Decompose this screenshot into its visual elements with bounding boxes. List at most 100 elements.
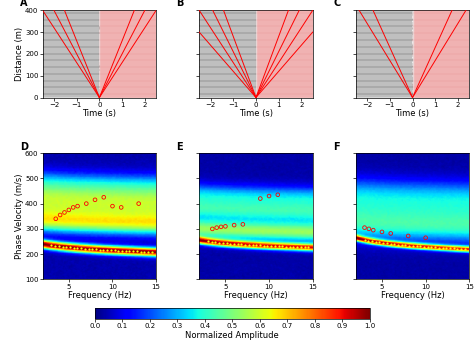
Point bbox=[122, 248, 129, 254]
Point bbox=[82, 201, 90, 206]
Point bbox=[404, 233, 412, 239]
Point bbox=[209, 226, 216, 231]
Point bbox=[428, 245, 435, 250]
Point bbox=[77, 246, 85, 251]
Text: C: C bbox=[333, 0, 340, 8]
Point bbox=[275, 244, 283, 249]
Text: B: B bbox=[176, 0, 184, 8]
Point bbox=[217, 224, 225, 230]
Point bbox=[290, 244, 297, 249]
Point bbox=[239, 221, 246, 227]
Point bbox=[234, 241, 241, 247]
Point bbox=[118, 205, 125, 210]
X-axis label: Normalized Amplitude: Normalized Amplitude bbox=[185, 331, 279, 340]
Point bbox=[211, 239, 219, 245]
Point bbox=[245, 242, 253, 248]
Point bbox=[286, 244, 293, 249]
Point bbox=[52, 216, 60, 221]
Point bbox=[100, 247, 107, 253]
X-axis label: Time (s): Time (s) bbox=[82, 109, 117, 118]
Point bbox=[213, 225, 220, 230]
Y-axis label: Distance (m): Distance (m) bbox=[15, 27, 24, 81]
Point bbox=[115, 248, 122, 253]
Point bbox=[431, 245, 439, 250]
Point bbox=[215, 240, 223, 245]
Point bbox=[118, 248, 126, 254]
Point bbox=[126, 248, 133, 254]
Point bbox=[63, 244, 70, 250]
Point bbox=[144, 249, 152, 255]
Point bbox=[365, 238, 372, 243]
Bar bbox=[199, 10, 256, 98]
Point bbox=[391, 241, 398, 247]
Point bbox=[267, 243, 275, 249]
Point bbox=[47, 243, 55, 248]
Point bbox=[73, 245, 81, 251]
Point bbox=[222, 224, 229, 229]
Point bbox=[208, 239, 216, 245]
Point bbox=[461, 246, 469, 252]
Point bbox=[279, 244, 286, 249]
Point bbox=[387, 241, 394, 247]
Point bbox=[413, 243, 420, 249]
Point bbox=[361, 225, 368, 230]
Bar bbox=[43, 10, 100, 98]
Point bbox=[148, 249, 155, 255]
Point bbox=[401, 243, 409, 248]
Point bbox=[256, 243, 264, 248]
Point bbox=[253, 243, 260, 248]
Point bbox=[137, 249, 145, 254]
Point bbox=[398, 242, 405, 248]
Point bbox=[378, 229, 386, 235]
Point bbox=[66, 245, 74, 250]
Point bbox=[140, 249, 148, 254]
Point bbox=[301, 245, 309, 250]
Point bbox=[92, 247, 100, 252]
Point bbox=[74, 204, 82, 209]
Point bbox=[61, 210, 68, 215]
Text: E: E bbox=[176, 142, 183, 152]
X-axis label: Frequency (Hz): Frequency (Hz) bbox=[224, 291, 288, 300]
Bar bbox=[356, 10, 412, 98]
Point bbox=[369, 227, 377, 233]
Point bbox=[457, 246, 465, 252]
Point bbox=[282, 244, 290, 249]
Point bbox=[361, 237, 368, 243]
Point bbox=[439, 245, 447, 250]
Y-axis label: Phase Velocity (m/s): Phase Velocity (m/s) bbox=[15, 174, 24, 259]
Point bbox=[271, 243, 279, 249]
X-axis label: Time (s): Time (s) bbox=[395, 109, 429, 118]
Point bbox=[219, 240, 227, 246]
Point bbox=[387, 231, 394, 236]
Point bbox=[223, 240, 230, 246]
Point bbox=[230, 222, 238, 228]
Point bbox=[265, 193, 273, 199]
Point bbox=[129, 248, 137, 254]
Text: A: A bbox=[20, 0, 27, 8]
Point bbox=[230, 241, 238, 247]
Point bbox=[443, 245, 450, 251]
Point bbox=[91, 197, 99, 203]
Point bbox=[109, 204, 116, 209]
X-axis label: Frequency (Hz): Frequency (Hz) bbox=[67, 291, 131, 300]
Point bbox=[264, 243, 271, 248]
Point bbox=[103, 247, 111, 253]
Point bbox=[55, 244, 63, 249]
Point bbox=[293, 244, 301, 250]
Point bbox=[304, 245, 312, 250]
Point bbox=[227, 241, 234, 246]
Point bbox=[372, 239, 380, 245]
Point bbox=[450, 246, 457, 251]
Point bbox=[107, 247, 115, 253]
Point bbox=[70, 245, 77, 250]
Point bbox=[409, 243, 417, 249]
Point bbox=[435, 245, 443, 250]
Point bbox=[96, 247, 103, 252]
X-axis label: Time (s): Time (s) bbox=[239, 109, 273, 118]
Point bbox=[424, 244, 431, 250]
Point bbox=[274, 192, 282, 198]
Point bbox=[260, 243, 267, 248]
Point bbox=[256, 196, 264, 201]
Point bbox=[379, 240, 387, 246]
Point bbox=[51, 243, 59, 249]
